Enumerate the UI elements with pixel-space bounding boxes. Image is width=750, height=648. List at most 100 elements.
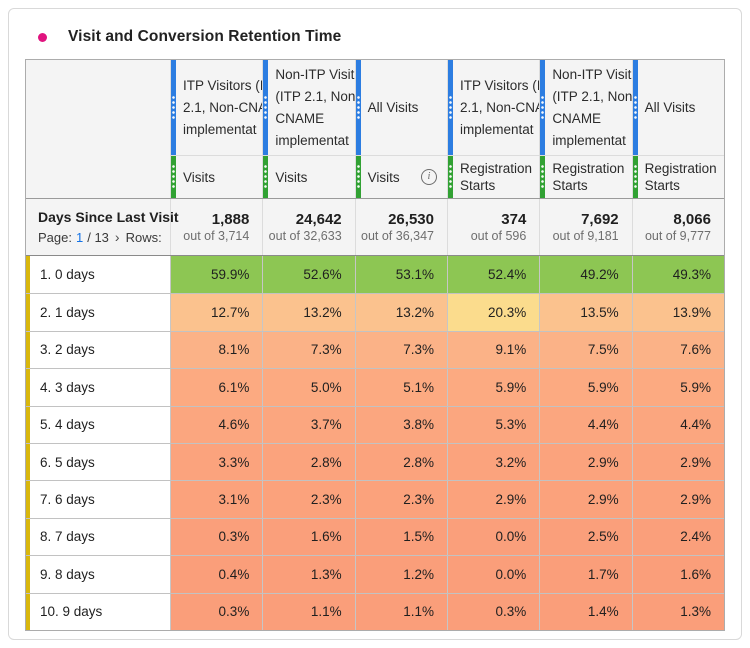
metric-value-cell[interactable]: 0.0%: [447, 556, 541, 593]
metric-value-cell[interactable]: 2.9%: [540, 443, 633, 481]
segment-drag-handle-icon[interactable]: [540, 60, 546, 155]
column-header-metric-6[interactable]: Registration Starts: [632, 156, 724, 198]
metric-value-cell[interactable]: 1.4%: [540, 593, 633, 630]
metric-value-cell[interactable]: 1.6%: [632, 556, 724, 593]
metric-value-cell[interactable]: 13.5%: [540, 294, 633, 331]
metric-value-cell[interactable]: 3.8%: [355, 406, 448, 443]
metric-value-cell[interactable]: 1.3%: [632, 593, 724, 630]
metric-drag-handle-icon[interactable]: [355, 156, 361, 198]
column-header-segment-4[interactable]: ITP Visitors (I 2.1, Non-CNA implementat: [447, 60, 541, 155]
segment-drag-handle-icon[interactable]: [171, 60, 176, 155]
segment-label-line: CNAME: [275, 110, 325, 126]
page-current[interactable]: 1: [75, 230, 84, 245]
metric-value-cell[interactable]: 2.9%: [632, 443, 724, 481]
column-header-metric-5[interactable]: Registration Starts: [540, 156, 633, 198]
metric-value-cell[interactable]: 0.0%: [447, 518, 541, 556]
metric-value-cell[interactable]: 2.3%: [355, 481, 448, 518]
metric-value-cell[interactable]: 2.3%: [263, 481, 356, 518]
metric-value-cell[interactable]: 2.8%: [263, 443, 356, 481]
metric-value-cell[interactable]: 13.9%: [632, 294, 724, 331]
row-label-cell[interactable]: 4. 3 days: [26, 369, 171, 406]
metric-value-cell[interactable]: 8.1%: [171, 331, 264, 369]
column-header-segment-5[interactable]: Non-ITP Visit (ITP 2.1, Non- CNAME implemen…: [540, 60, 633, 155]
row-label-cell[interactable]: 9. 8 days: [26, 556, 171, 593]
metric-label-line: Starts: [552, 178, 588, 193]
row-label-cell[interactable]: 6. 5 days: [26, 443, 171, 481]
metric-value-cell[interactable]: 13.2%: [263, 294, 356, 331]
metric-value-cell[interactable]: 7.3%: [355, 331, 448, 369]
metric-value-cell[interactable]: 12.7%: [171, 294, 264, 331]
metric-value-cell[interactable]: 20.3%: [447, 294, 541, 331]
column-header-metric-4[interactable]: Registration Starts: [447, 156, 541, 198]
metric-value-cell[interactable]: 5.9%: [632, 369, 724, 406]
metric-value-cell[interactable]: 4.6%: [171, 406, 264, 443]
metric-value-cell[interactable]: 1.5%: [355, 518, 448, 556]
segment-drag-handle-icon[interactable]: [355, 60, 361, 155]
metric-value-cell[interactable]: 49.3%: [632, 256, 724, 294]
metric-value-cell[interactable]: 49.2%: [540, 256, 633, 294]
metric-value-cell[interactable]: 5.0%: [263, 369, 356, 406]
metric-value-cell[interactable]: 9.1%: [447, 331, 541, 369]
metric-value-cell[interactable]: 4.4%: [540, 406, 633, 443]
metric-value-cell[interactable]: 5.9%: [447, 369, 541, 406]
metric-value-cell[interactable]: 2.4%: [632, 518, 724, 556]
next-page-icon[interactable]: ›: [114, 229, 120, 245]
metric-drag-handle-icon[interactable]: [540, 156, 546, 198]
metric-value-cell[interactable]: 1.6%: [263, 518, 356, 556]
column-header-metric-3[interactable]: Visits i: [355, 156, 448, 198]
metric-value-cell[interactable]: 2.8%: [355, 443, 448, 481]
metric-value-cell[interactable]: 2.5%: [540, 518, 633, 556]
dimension-accent-bar: [26, 593, 30, 630]
metric-value-cell[interactable]: 3.2%: [447, 443, 541, 481]
metric-value-cell[interactable]: 1.2%: [355, 556, 448, 593]
metric-value-cell[interactable]: 1.1%: [355, 593, 448, 630]
metric-value-cell[interactable]: 52.6%: [263, 256, 356, 294]
metric-value-cell[interactable]: 4.4%: [632, 406, 724, 443]
row-label-cell[interactable]: 1. 0 days: [26, 256, 171, 294]
column-header-segment-2[interactable]: Non-ITP Visit (ITP 2.1, Non- CNAME implemen…: [263, 60, 356, 155]
metric-value-cell[interactable]: 53.1%: [355, 256, 448, 294]
metric-value-cell[interactable]: 5.9%: [540, 369, 633, 406]
segment-drag-handle-icon[interactable]: [447, 60, 453, 155]
metric-value-cell[interactable]: 0.3%: [171, 518, 264, 556]
metric-value-cell[interactable]: 0.3%: [447, 593, 541, 630]
metric-value-cell[interactable]: 3.1%: [171, 481, 264, 518]
metric-value-cell[interactable]: 5.3%: [447, 406, 541, 443]
metric-value-cell[interactable]: 6.1%: [171, 369, 264, 406]
metric-drag-handle-icon[interactable]: [171, 156, 176, 198]
column-header-metric-1[interactable]: Visits: [171, 156, 264, 198]
metric-value-cell[interactable]: 3.3%: [171, 443, 264, 481]
metric-value-cell[interactable]: 13.2%: [355, 294, 448, 331]
metric-value-cell[interactable]: 52.4%: [447, 256, 541, 294]
column-header-segment-3[interactable]: All Visits: [355, 60, 448, 155]
column-header-metric-2[interactable]: Visits: [263, 156, 356, 198]
metric-value-cell[interactable]: 2.9%: [447, 481, 541, 518]
row-label-cell[interactable]: 10. 9 days: [26, 593, 171, 630]
segment-drag-handle-icon[interactable]: [632, 60, 638, 155]
metric-drag-handle-icon[interactable]: [447, 156, 453, 198]
row-label-cell[interactable]: 3. 2 days: [26, 331, 171, 369]
row-label-cell[interactable]: 2. 1 days: [26, 294, 171, 331]
metric-value-cell[interactable]: 2.9%: [540, 481, 633, 518]
metric-value-cell[interactable]: 2.9%: [632, 481, 724, 518]
column-header-segment-1[interactable]: ITP Visitors (I 2.1, Non-CNA implementat: [171, 60, 264, 155]
metric-value-cell[interactable]: 7.6%: [632, 331, 724, 369]
metric-drag-handle-icon[interactable]: [632, 156, 638, 198]
metric-value-cell[interactable]: 1.3%: [263, 556, 356, 593]
row-label-cell[interactable]: 7. 6 days: [26, 481, 171, 518]
row-label-cell[interactable]: 8. 7 days: [26, 518, 171, 556]
metric-value-cell[interactable]: 0.4%: [171, 556, 264, 593]
metric-value-cell[interactable]: 3.7%: [263, 406, 356, 443]
row-label-cell[interactable]: 5. 4 days: [26, 406, 171, 443]
metric-value-cell[interactable]: 1.7%: [540, 556, 633, 593]
metric-value-cell[interactable]: 7.3%: [263, 331, 356, 369]
column-header-segment-6[interactable]: All Visits: [632, 60, 724, 155]
metric-value-cell[interactable]: 1.1%: [263, 593, 356, 630]
metric-drag-handle-icon[interactable]: [263, 156, 269, 198]
metric-value-cell[interactable]: 59.9%: [171, 256, 264, 294]
info-icon[interactable]: i: [420, 169, 437, 185]
segment-drag-handle-icon[interactable]: [263, 60, 269, 155]
metric-value-cell[interactable]: 5.1%: [355, 369, 448, 406]
metric-value-cell[interactable]: 7.5%: [540, 331, 633, 369]
metric-value-cell[interactable]: 0.3%: [171, 593, 264, 630]
